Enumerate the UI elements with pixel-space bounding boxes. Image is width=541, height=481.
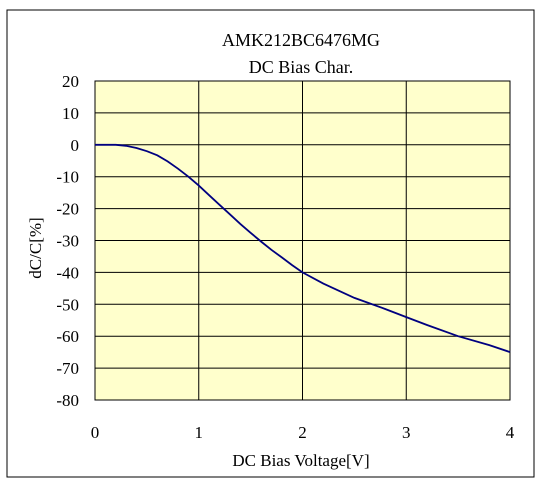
x-axis-ticks: 0 1 2 3 4 <box>91 423 515 442</box>
chart-subtitle: DC Bias Char. <box>249 57 354 77</box>
y-tick-label: 0 <box>71 136 80 155</box>
chart-title: AMK212BC6476MG <box>222 30 380 50</box>
y-tick-label: -10 <box>56 168 79 187</box>
y-tick-label: -60 <box>56 327 79 346</box>
x-tick-label: 1 <box>195 423 204 442</box>
y-tick-label: -80 <box>56 391 79 410</box>
grid-lines <box>95 81 510 400</box>
y-tick-label: 20 <box>62 72 79 91</box>
y-axis-label: dC/C[%] <box>26 217 45 278</box>
x-tick-label: 4 <box>506 423 515 442</box>
y-tick-label: 10 <box>62 104 79 123</box>
x-tick-label: 3 <box>402 423 411 442</box>
y-axis-ticks: 20 10 0 -10 -20 -30 -40 -50 -60 -70 -80 <box>56 72 79 410</box>
x-tick-label: 0 <box>91 423 100 442</box>
y-tick-label: -50 <box>56 295 79 314</box>
x-tick-label: 2 <box>298 423 307 442</box>
y-tick-label: -40 <box>56 263 79 282</box>
y-tick-label: -70 <box>56 359 79 378</box>
series-line <box>95 143 511 353</box>
y-tick-label: -30 <box>56 232 79 251</box>
x-axis-label: DC Bias Voltage[V] <box>232 451 369 470</box>
y-tick-label: -20 <box>56 200 79 219</box>
